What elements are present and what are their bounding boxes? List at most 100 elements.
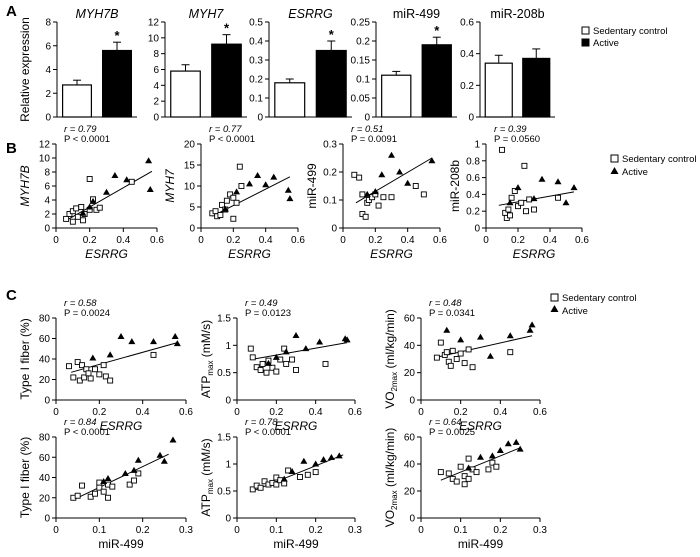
point-active xyxy=(488,452,496,459)
point-sedentary xyxy=(508,194,515,201)
y-axis-title: miR-499 xyxy=(305,163,319,209)
legend-b-active-swatch xyxy=(610,167,619,174)
point-sedentary xyxy=(461,481,468,488)
y-axis-title-sub: 2max xyxy=(390,372,399,392)
point-sedentary xyxy=(457,350,464,357)
point-active xyxy=(516,445,524,452)
point-sedentary xyxy=(87,493,94,500)
point-active xyxy=(280,475,288,482)
y-tick-label: 60 xyxy=(404,314,416,325)
point-active xyxy=(486,352,494,359)
y-tick-label: 0.2 xyxy=(323,168,337,179)
legend-c-sedentary-label: Sedentary control xyxy=(562,293,636,304)
point-sedentary xyxy=(443,349,450,356)
point-sedentary xyxy=(412,183,419,189)
point-active xyxy=(506,332,514,339)
y-tick-label: 0.3 xyxy=(249,56,263,67)
point-sedentary xyxy=(356,174,363,181)
y-tick-label: 40 xyxy=(39,355,51,366)
point-sedentary xyxy=(105,494,111,501)
point-sedentary xyxy=(281,345,288,352)
significance-marker: * xyxy=(329,27,335,42)
x-tick-label: 0 xyxy=(53,235,59,246)
point-active xyxy=(89,354,97,361)
stat-p: P = 0.0560 xyxy=(494,134,540,145)
x-axis-title: ESRRG xyxy=(513,247,556,261)
point-sedentary xyxy=(433,354,440,361)
point-active xyxy=(104,475,112,482)
y-axis-title-main: MYH7 xyxy=(163,168,177,203)
legend-a-active-swatch xyxy=(581,38,590,47)
point-active xyxy=(264,359,272,366)
y-tick-label: 0.1 xyxy=(356,75,370,86)
y-tick-label: 0.4 xyxy=(466,190,480,201)
point-sedentary xyxy=(109,483,116,490)
point-active xyxy=(134,456,142,463)
y-tick-label: 6 xyxy=(45,41,51,52)
point-sedentary xyxy=(79,217,86,224)
chart-c5: 0 0.5 1 1.5 0 0.1 0.2 0.3 r = 0.78P < 0.0001 miR-… xyxy=(199,417,362,551)
y-tick-label: 0.15 xyxy=(351,56,371,67)
point-active xyxy=(79,209,87,216)
point-active xyxy=(292,331,300,338)
point-sedentary xyxy=(257,366,264,373)
point-sedentary xyxy=(437,469,444,476)
bar-active xyxy=(522,57,551,118)
stat-p: P < 0.0001 xyxy=(209,134,255,145)
y-tick-label: 0.2 xyxy=(466,207,480,218)
x-tick-label: 0 xyxy=(234,525,240,536)
y-tick-label: 0.1 xyxy=(249,94,263,105)
point-active xyxy=(512,438,520,445)
point-sedentary xyxy=(73,205,80,212)
legend-b-sedentary-swatch xyxy=(610,154,619,163)
y-tick-label: 0.8 xyxy=(466,156,480,167)
chart-a3: 0 0.1 0.2 0.3 0.4 0.5 * ESRRG xyxy=(249,7,352,124)
point-active xyxy=(286,195,294,202)
y-tick-label: 0.05 xyxy=(351,94,371,105)
y-tick-label: 0 xyxy=(331,224,337,235)
point-sedentary xyxy=(100,362,107,369)
y-tick-label: 12 xyxy=(148,18,160,29)
y-tick-label: 4 xyxy=(44,196,50,207)
point-sedentary xyxy=(223,197,230,204)
y-tick-label: 1 xyxy=(225,460,231,471)
point-sedentary xyxy=(304,471,311,478)
x-tick-label: 0.1 xyxy=(92,525,106,536)
y-axis-title-unit: (mM/s) xyxy=(199,438,213,479)
point-active xyxy=(262,181,270,188)
y-tick-label: 20 xyxy=(404,487,416,498)
y-tick-label: 4 xyxy=(153,81,159,92)
x-tick-label: 0.1 xyxy=(269,525,283,536)
point-sedentary xyxy=(493,463,500,470)
x-tick-label: 0.2 xyxy=(493,525,507,536)
point-sedentary xyxy=(78,204,85,210)
point-sedentary xyxy=(375,202,382,209)
y-axis-title-main: Type I fiber (%) xyxy=(18,437,32,518)
chart-a4: 0 0.05 0.1 0.15 0.2 0.25 * miR-499 xyxy=(351,7,457,124)
point-active xyxy=(86,203,94,210)
x-tick-label: 0.6 xyxy=(575,235,589,246)
bar-active xyxy=(101,49,132,118)
point-sedentary xyxy=(92,490,98,497)
trend-line xyxy=(434,335,533,359)
stat-p: P = 0.0091 xyxy=(351,134,397,145)
point-active xyxy=(363,190,371,197)
point-sedentary xyxy=(359,191,366,198)
x-tick-label: 0 xyxy=(340,235,346,246)
point-sedentary xyxy=(230,215,237,222)
y-tick-label: 20 xyxy=(404,368,416,379)
y-axis-title-main: VO xyxy=(383,510,397,527)
y-axis-title: VO2max (ml/kg/min) xyxy=(383,428,399,528)
point-sedentary xyxy=(380,194,387,201)
y-tick-label: 10 xyxy=(184,182,196,193)
bar-sedentary xyxy=(484,62,513,118)
legend-c-active-swatch xyxy=(550,305,559,312)
point-active xyxy=(270,173,278,180)
point-active xyxy=(477,333,484,340)
point-active xyxy=(496,447,504,453)
legend-c-sedentary-swatch xyxy=(550,293,559,302)
y-axis-title-sub: 2max xyxy=(390,490,399,510)
y-tick-label: 80 xyxy=(39,433,51,444)
x-tick-label: 0.2 xyxy=(511,235,525,246)
